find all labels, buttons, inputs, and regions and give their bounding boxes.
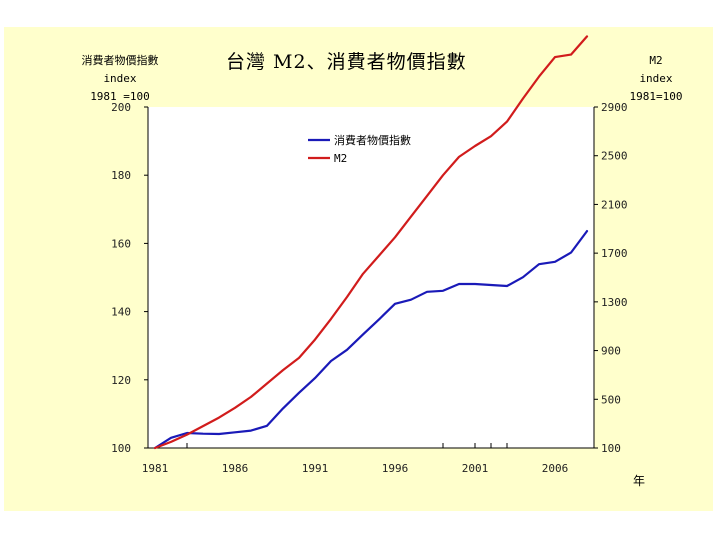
- right-axis: 2900 2500 2100 1700 1300 900 500 100: [594, 101, 628, 455]
- right-tick-label: 900: [601, 345, 621, 358]
- chart-svg: 200 180 160 140 120 100 2900 2500 2100 1700 1300 9…: [0, 0, 720, 540]
- left-tick-label: 180: [111, 169, 131, 182]
- x-tick-label: 1981: [142, 462, 169, 475]
- left-tick-label: 200: [111, 101, 131, 114]
- x-tick-label: 2006: [542, 462, 569, 475]
- x-axis: 1981 1986 1991 1996 2001 2006: [142, 443, 594, 475]
- right-tick-label: 2500: [601, 150, 628, 163]
- legend-label: 消費者物價指數: [334, 133, 411, 147]
- left-axis: 200 180 160 140 120 100: [111, 101, 148, 455]
- x-tick-label: 1996: [382, 462, 409, 475]
- x-tick-label: 2001: [462, 462, 489, 475]
- right-tick-label: 500: [601, 393, 621, 406]
- right-tick-label: 100: [601, 442, 621, 455]
- left-tick-label: 140: [111, 306, 131, 319]
- left-tick-label: 160: [111, 237, 131, 250]
- right-tick-label: 1300: [601, 296, 628, 309]
- plot-area: [148, 107, 594, 448]
- x-tick-label: 1986: [222, 462, 249, 475]
- legend-label: M2: [334, 152, 347, 165]
- x-tick-label: 1991: [302, 462, 329, 475]
- right-tick-label: 1700: [601, 247, 628, 260]
- left-tick-label: 120: [111, 374, 131, 387]
- right-tick-label: 2100: [601, 198, 628, 211]
- left-tick-label: 100: [111, 442, 131, 455]
- right-tick-label: 2900: [601, 101, 628, 114]
